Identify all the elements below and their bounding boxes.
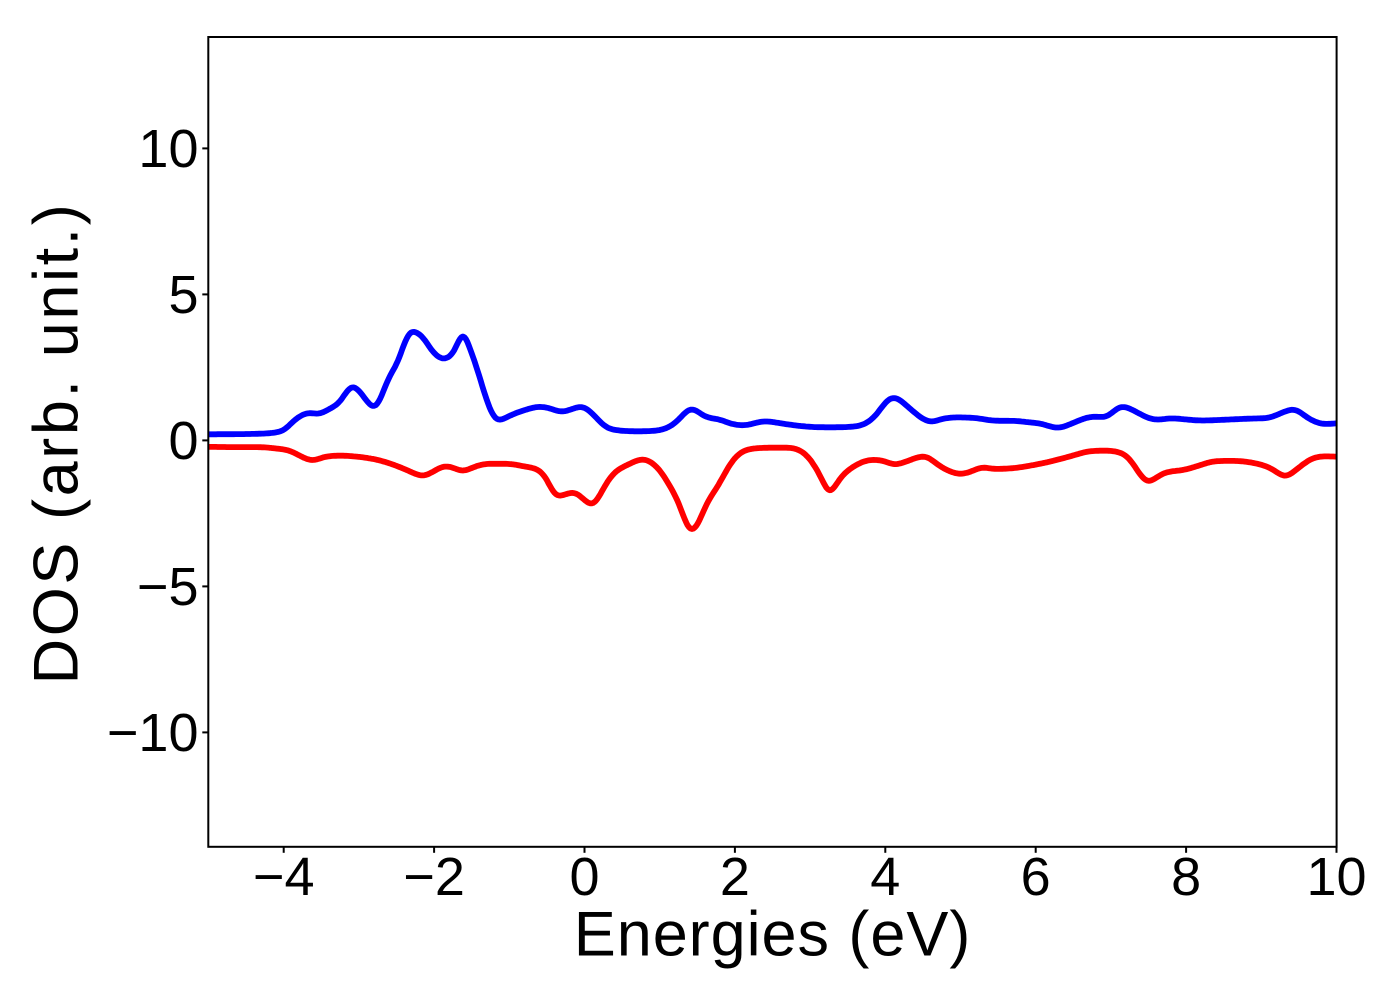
svg-text:2: 2 (720, 847, 750, 907)
svg-text:10: 10 (1306, 847, 1366, 907)
svg-text:0: 0 (168, 411, 198, 471)
svg-text:−4: −4 (253, 847, 315, 907)
svg-text:−5: −5 (137, 557, 199, 617)
svg-text:Energies (eV): Energies (eV) (574, 900, 972, 970)
svg-text:6: 6 (1021, 847, 1051, 907)
svg-text:5: 5 (168, 265, 198, 325)
svg-text:10: 10 (138, 119, 198, 179)
svg-text:4: 4 (870, 847, 900, 907)
svg-text:−2: −2 (403, 847, 465, 907)
svg-text:DOS (arb. unit.): DOS (arb. unit.) (22, 202, 92, 685)
svg-text:8: 8 (1171, 847, 1201, 907)
svg-text:0: 0 (569, 847, 599, 907)
svg-text:−10: −10 (107, 703, 199, 763)
